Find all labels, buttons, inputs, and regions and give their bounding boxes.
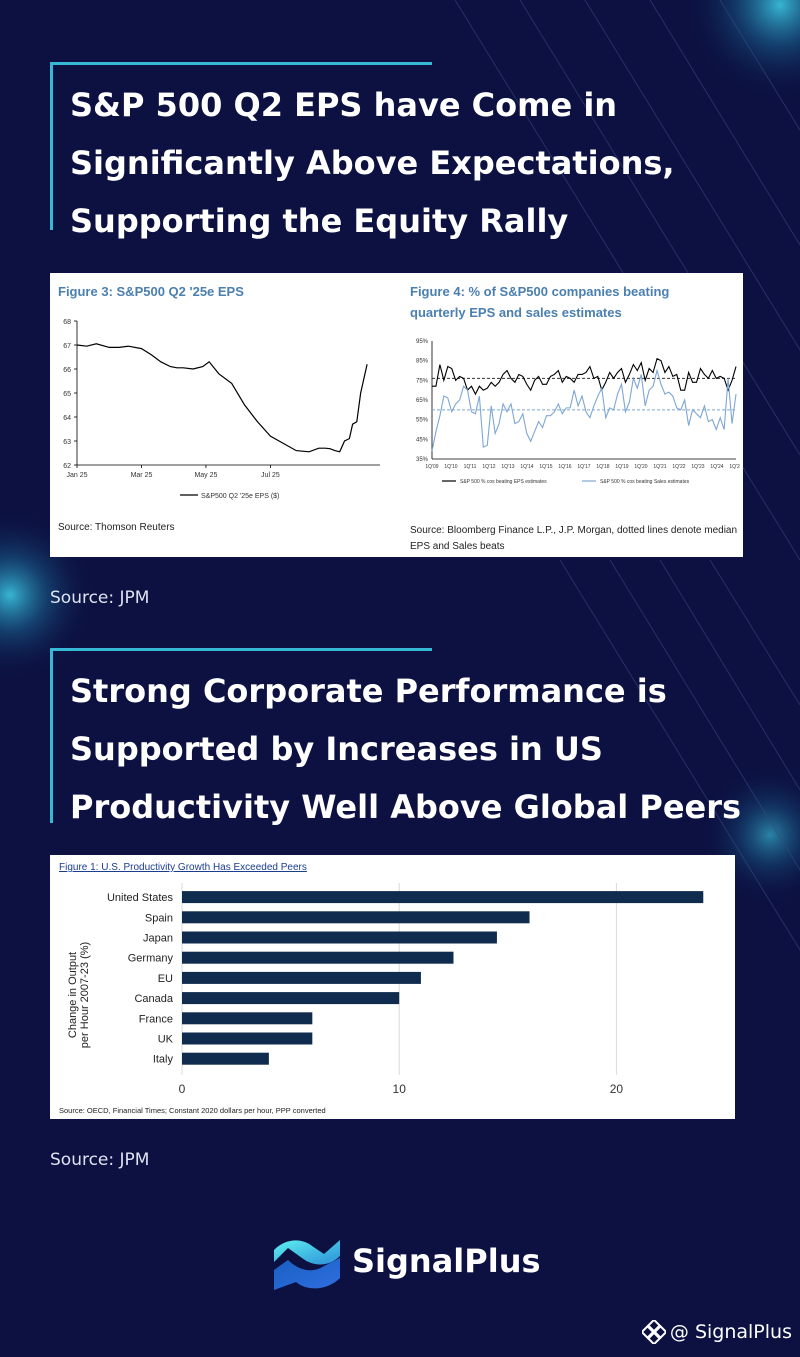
figure1-y-axis-label-line: Change in Output [67,952,79,1038]
heading-2-line: Productivity Well Above Global Peers [70,788,742,826]
figure4-series-line [432,357,737,396]
heading-2-accent-top [50,648,432,651]
figure4-y-tick-label: 65% [416,398,429,404]
heading-1-accent-left [50,62,53,230]
figure1-y-axis-label: Change in Output per Hour 2007-23 (%) [67,942,91,1048]
figure3-y-tick-label: 68 [63,319,71,326]
figure4-x-tick-label: 1Q'16 [558,464,571,470]
figure3-y-tick-label: 65 [63,391,71,398]
heading-2-accent-left [50,648,53,823]
figure4-x-tick-label: 1Q'20 [634,464,647,470]
figure3-y-tick-label: 62 [63,463,71,470]
figure4-series-line [431,368,737,452]
heading-1-text: S&P 500 Q2 EPS have Come in Significantl… [70,76,770,250]
figure1-category-label: UK [158,1034,174,1046]
figure4-title-line: Figure 4: % of S&P500 companies beating [410,284,670,299]
heading-1-line: Supporting the Equity Rally [70,202,569,240]
figure1-chart: Figure 1: U.S. Productivity Growth Has E… [59,862,704,1115]
figure4-chart: 35% 45% 55% 65% 75% 85% 95% 1Q'09 1Q'10 1Q'11 1Q'1… [416,339,740,485]
source-note-1: Source: JPM [50,588,150,608]
figure4-source-line: Source: Bloomberg Finance L.P., J.P. Mor… [410,525,738,536]
figure4-legend-label: S&P 500 % cos beating Sales estimates [600,479,690,485]
figure3-legend-label: S&P500 Q2 '25e EPS ($) [201,493,279,500]
figure4-title: Figure 4: % of S&P500 companies beating … [410,281,669,323]
figure4-x-tick-label: 1Q'15 [539,464,552,470]
figure1-y-axis-label-line: per Hour 2007-23 (%) [79,942,91,1048]
figure4-y-tick-label: 95% [416,339,429,345]
signalplus-logo-icon [274,1240,340,1290]
figure4-x-tick-label: 1Q'22 [672,464,685,470]
figure1-x-tick-label: 20 [610,1082,624,1096]
figure4-x-tick-label: 1Q'17 [577,464,590,470]
figure1-bar [182,1032,313,1045]
figure1-category-label: Germany [128,953,174,965]
figure1-title: Figure 1: U.S. Productivity Growth Has E… [59,862,307,873]
figure4-y-tick-label: 45% [416,437,429,443]
figure1-bar [182,951,454,964]
figure4-x-tick-label: 1Q'24 [710,464,723,470]
figure4-x-tick-label: 1Q'23 [691,464,704,470]
figure3-y-tick-label: 66 [63,367,71,374]
heading-1-line: S&P 500 Q2 EPS have Come in [70,86,618,124]
figure1-category-label: Spain [145,912,173,924]
binance-square-icon [641,1320,666,1344]
figure1-category-label: France [139,1013,173,1025]
figure4-x-tick-label: 1Q'12 [482,464,495,470]
heading-2-line: Strong Corporate Performance is [70,672,667,710]
figure1-bar [182,931,497,944]
watermark: @ SignalPlus [641,1317,792,1347]
heading-2-text: Strong Corporate Performance is Supporte… [70,662,770,836]
figure4-y-tick-label: 85% [416,359,429,365]
figure1-category-label: Italy [153,1054,174,1066]
heading-1-accent-top [50,62,432,65]
heading-1-line: Significantly Above Expectations, [70,144,675,182]
brand-name: SignalPlus [352,1242,541,1280]
figure4-title-line: quarterly EPS and sales estimates [410,305,622,320]
figure3-y-tick-label: 64 [63,415,71,422]
figure4-source: Source: Bloomberg Finance L.P., J.P. Mor… [410,523,737,555]
figure1-bar [182,1052,269,1065]
figure4-x-tick-label: 1Q'21 [653,464,666,470]
figure1-bar [182,891,704,904]
figure1-source: Source: OECD, Financial Times; Constant … [59,1106,326,1115]
figure3-x-tick-label: Mar 25 [131,472,153,479]
figure4-x-tick-label: 1Q'25 [729,464,740,470]
figure4-x-tick-label: 1Q'09 [425,464,438,470]
figure4-y-tick-label: 35% [416,457,429,463]
figure4-legend-label: S&P 500 % cos beating EPS estimates [460,479,547,485]
figure3-title: Figure 3: S&P500 Q2 '25e EPS [58,284,244,299]
figure1-category-label: EU [158,973,173,985]
figure4-x-tick-label: 1Q'19 [615,464,628,470]
chart-panel-2: Figure 1: U.S. Productivity Growth Has E… [50,855,735,1119]
figure3-y-tick-label: 67 [63,343,71,350]
figure3-x-tick-label: Jan 25 [66,472,87,479]
figure1-category-label: United States [107,892,174,904]
heading-2-line: Supported by Increases in US [70,730,603,768]
chart-panel-1: Figure 3: S&P500 Q2 '25e EPS 62 63 64 65 66 6… [50,273,743,557]
figure1-bar [182,992,400,1005]
figure4-x-tick-label: 1Q'10 [444,464,457,470]
figure4-y-tick-label: 75% [416,378,429,384]
figure4-source-line: EPS and Sales beats [410,541,505,552]
figure1-category-label: Japan [143,933,173,945]
figure3-chart: 62 63 64 65 66 67 68 Jan 25 Mar 25 May 25 Jul 25 S&… [63,319,380,500]
watermark-text: @ SignalPlus [669,1321,792,1343]
figure3-series-line [76,343,368,453]
figure3-x-tick-label: May 25 [194,472,217,479]
figure3-x-tick-label: Jul 25 [261,472,280,479]
figure1-x-tick-label: 10 [393,1082,407,1096]
figure1-bar [182,1012,313,1025]
figure1-bar [182,911,530,924]
figure4-x-tick-label: 1Q'14 [520,464,533,470]
figure1-x-tick-label: 0 [179,1082,186,1096]
figure1-category-label: Canada [134,993,173,1005]
figure3-source: Source: Thomson Reuters [58,522,175,533]
figure4-y-tick-label: 55% [416,418,429,424]
source-note-2: Source: JPM [50,1150,150,1170]
figure4-x-tick-label: 1Q'18 [596,464,609,470]
figure1-bar [182,971,421,984]
figure4-x-tick-label: 1Q'13 [501,464,514,470]
figure3-y-tick-label: 63 [63,439,71,446]
figure4-x-tick-label: 1Q'11 [464,464,477,470]
